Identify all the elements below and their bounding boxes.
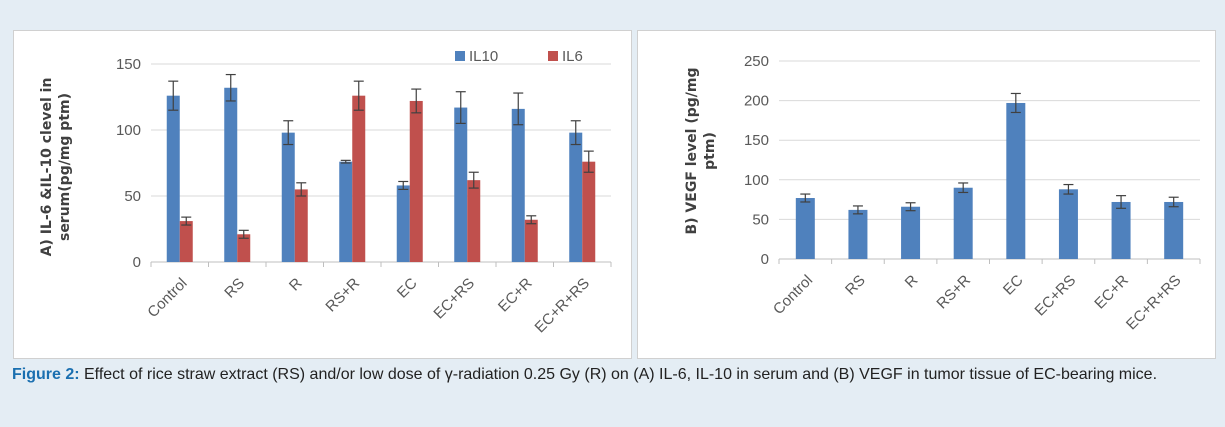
chart-a-legend-swatch bbox=[455, 51, 465, 61]
chart-b-ytick-label: 250 bbox=[744, 53, 769, 70]
chart-panel-b: 0 50 100 150 200 250 Control RS R RS+R EC EC+RS EC+R… bbox=[637, 30, 1216, 359]
chart-a-bar bbox=[281, 132, 295, 262]
chart-b-bar bbox=[795, 198, 815, 259]
chart-b-category-label: EC bbox=[1000, 272, 1027, 299]
chart-a-bar bbox=[224, 87, 238, 262]
chart-b-bar bbox=[901, 206, 921, 259]
chart-a-category-label: EC+RS bbox=[430, 275, 478, 323]
chart-a-bar bbox=[569, 132, 583, 262]
chart-a-bar bbox=[339, 161, 353, 262]
chart-b-category-label: R bbox=[902, 272, 922, 292]
chart-a-ytick-label: 0 bbox=[133, 254, 141, 271]
chart-b-y-axis-title-line: ptm) bbox=[702, 132, 718, 170]
chart-a-bar bbox=[179, 221, 193, 262]
chart-a-y-axis-title-line: A) IL-6 &IL-10 clevel in bbox=[39, 78, 55, 257]
chart-b-category-label: EC+RS bbox=[1032, 272, 1080, 320]
chart-b-ytick-label: 50 bbox=[752, 211, 769, 228]
chart-b-category-label: RS bbox=[842, 272, 869, 299]
chart-a-category-label: R bbox=[286, 275, 306, 295]
chart-b-ytick-label: 0 bbox=[761, 251, 769, 268]
chart-a-legend-label: IL6 bbox=[562, 48, 583, 65]
caption-text: Effect of rice straw extract (RS) and/or… bbox=[79, 366, 1158, 383]
chart-b-y-axis-title: B) VEGF level (pg/mg ptm) bbox=[684, 67, 718, 234]
chart-a-bar bbox=[237, 234, 251, 262]
chart-a: 0 50 100 150 Control RS R RS+R EC EC+RS EC+REC+R+R… bbox=[39, 48, 612, 337]
chart-a-category-label: RS+R bbox=[322, 275, 363, 316]
chart-b-bar bbox=[1058, 189, 1078, 259]
chart-a-ytick-label: 150 bbox=[116, 56, 141, 73]
chart-a-ytick-label: 100 bbox=[116, 122, 141, 139]
chart-b-category-label: EC+R+RS bbox=[1123, 272, 1185, 334]
chart-b-y-axis-title-line: B) VEGF level (pg/mg bbox=[684, 67, 700, 234]
chart-a-category-label: RS bbox=[221, 275, 248, 302]
chart-a-bar bbox=[511, 108, 525, 262]
chart-a-y-axis-title: A) IL-6 &IL-10 clevel in serum(pg/mg ptm) bbox=[39, 78, 73, 257]
chart-a-legend-label: IL10 bbox=[469, 48, 498, 65]
chart-a-category-label: EC bbox=[394, 275, 421, 302]
chart-b-category-label: EC+R bbox=[1091, 272, 1132, 313]
chart-b-bar bbox=[1164, 201, 1184, 259]
chart-a-legend-swatch bbox=[548, 51, 558, 61]
caption-label: Figure 2: bbox=[12, 366, 80, 383]
chart-panel-a: 0 50 100 150 Control RS R RS+R EC EC+RS EC+R EC+R+R… bbox=[13, 30, 632, 359]
chart-a-bar bbox=[454, 107, 468, 262]
chart-a-category-label: Control bbox=[144, 275, 190, 321]
chart-a-bar bbox=[396, 185, 410, 262]
chart-b-category-label: Control bbox=[770, 272, 816, 318]
chart-b-ytick-label: 150 bbox=[744, 132, 769, 149]
chart-a-bar bbox=[294, 189, 308, 262]
chart-a-category-label: EC+R bbox=[495, 275, 536, 316]
chart-b-ytick-label: 200 bbox=[744, 93, 769, 110]
chart-b-bar bbox=[848, 209, 868, 259]
chart-a-y-axis-title-line: serum(pg/mg ptm) bbox=[57, 93, 73, 241]
chart-a-bar bbox=[409, 100, 423, 263]
chart-a-ytick-label: 50 bbox=[124, 188, 141, 205]
chart-b-ytick-label: 100 bbox=[744, 172, 769, 189]
chart-a-bar bbox=[166, 95, 180, 263]
chart-b: 0 50 100 150 200 250 Control RS R RS+R EC EC+RS EC+R… bbox=[684, 53, 1201, 334]
chart-a-category-label: EC+R+RS bbox=[532, 275, 594, 337]
chart-a-bar bbox=[467, 180, 481, 262]
chart-b-bar bbox=[953, 187, 973, 259]
chart-b-bar bbox=[1111, 201, 1131, 259]
chart-a-bar bbox=[524, 219, 538, 262]
chart-a-bar bbox=[352, 95, 366, 263]
chart-a-bar bbox=[582, 161, 596, 262]
chart-b-bar bbox=[1006, 102, 1026, 259]
chart-b-category-label: RS+R bbox=[933, 272, 974, 313]
figure-caption: Figure 2: Effect of rice straw extract (… bbox=[12, 364, 1217, 385]
